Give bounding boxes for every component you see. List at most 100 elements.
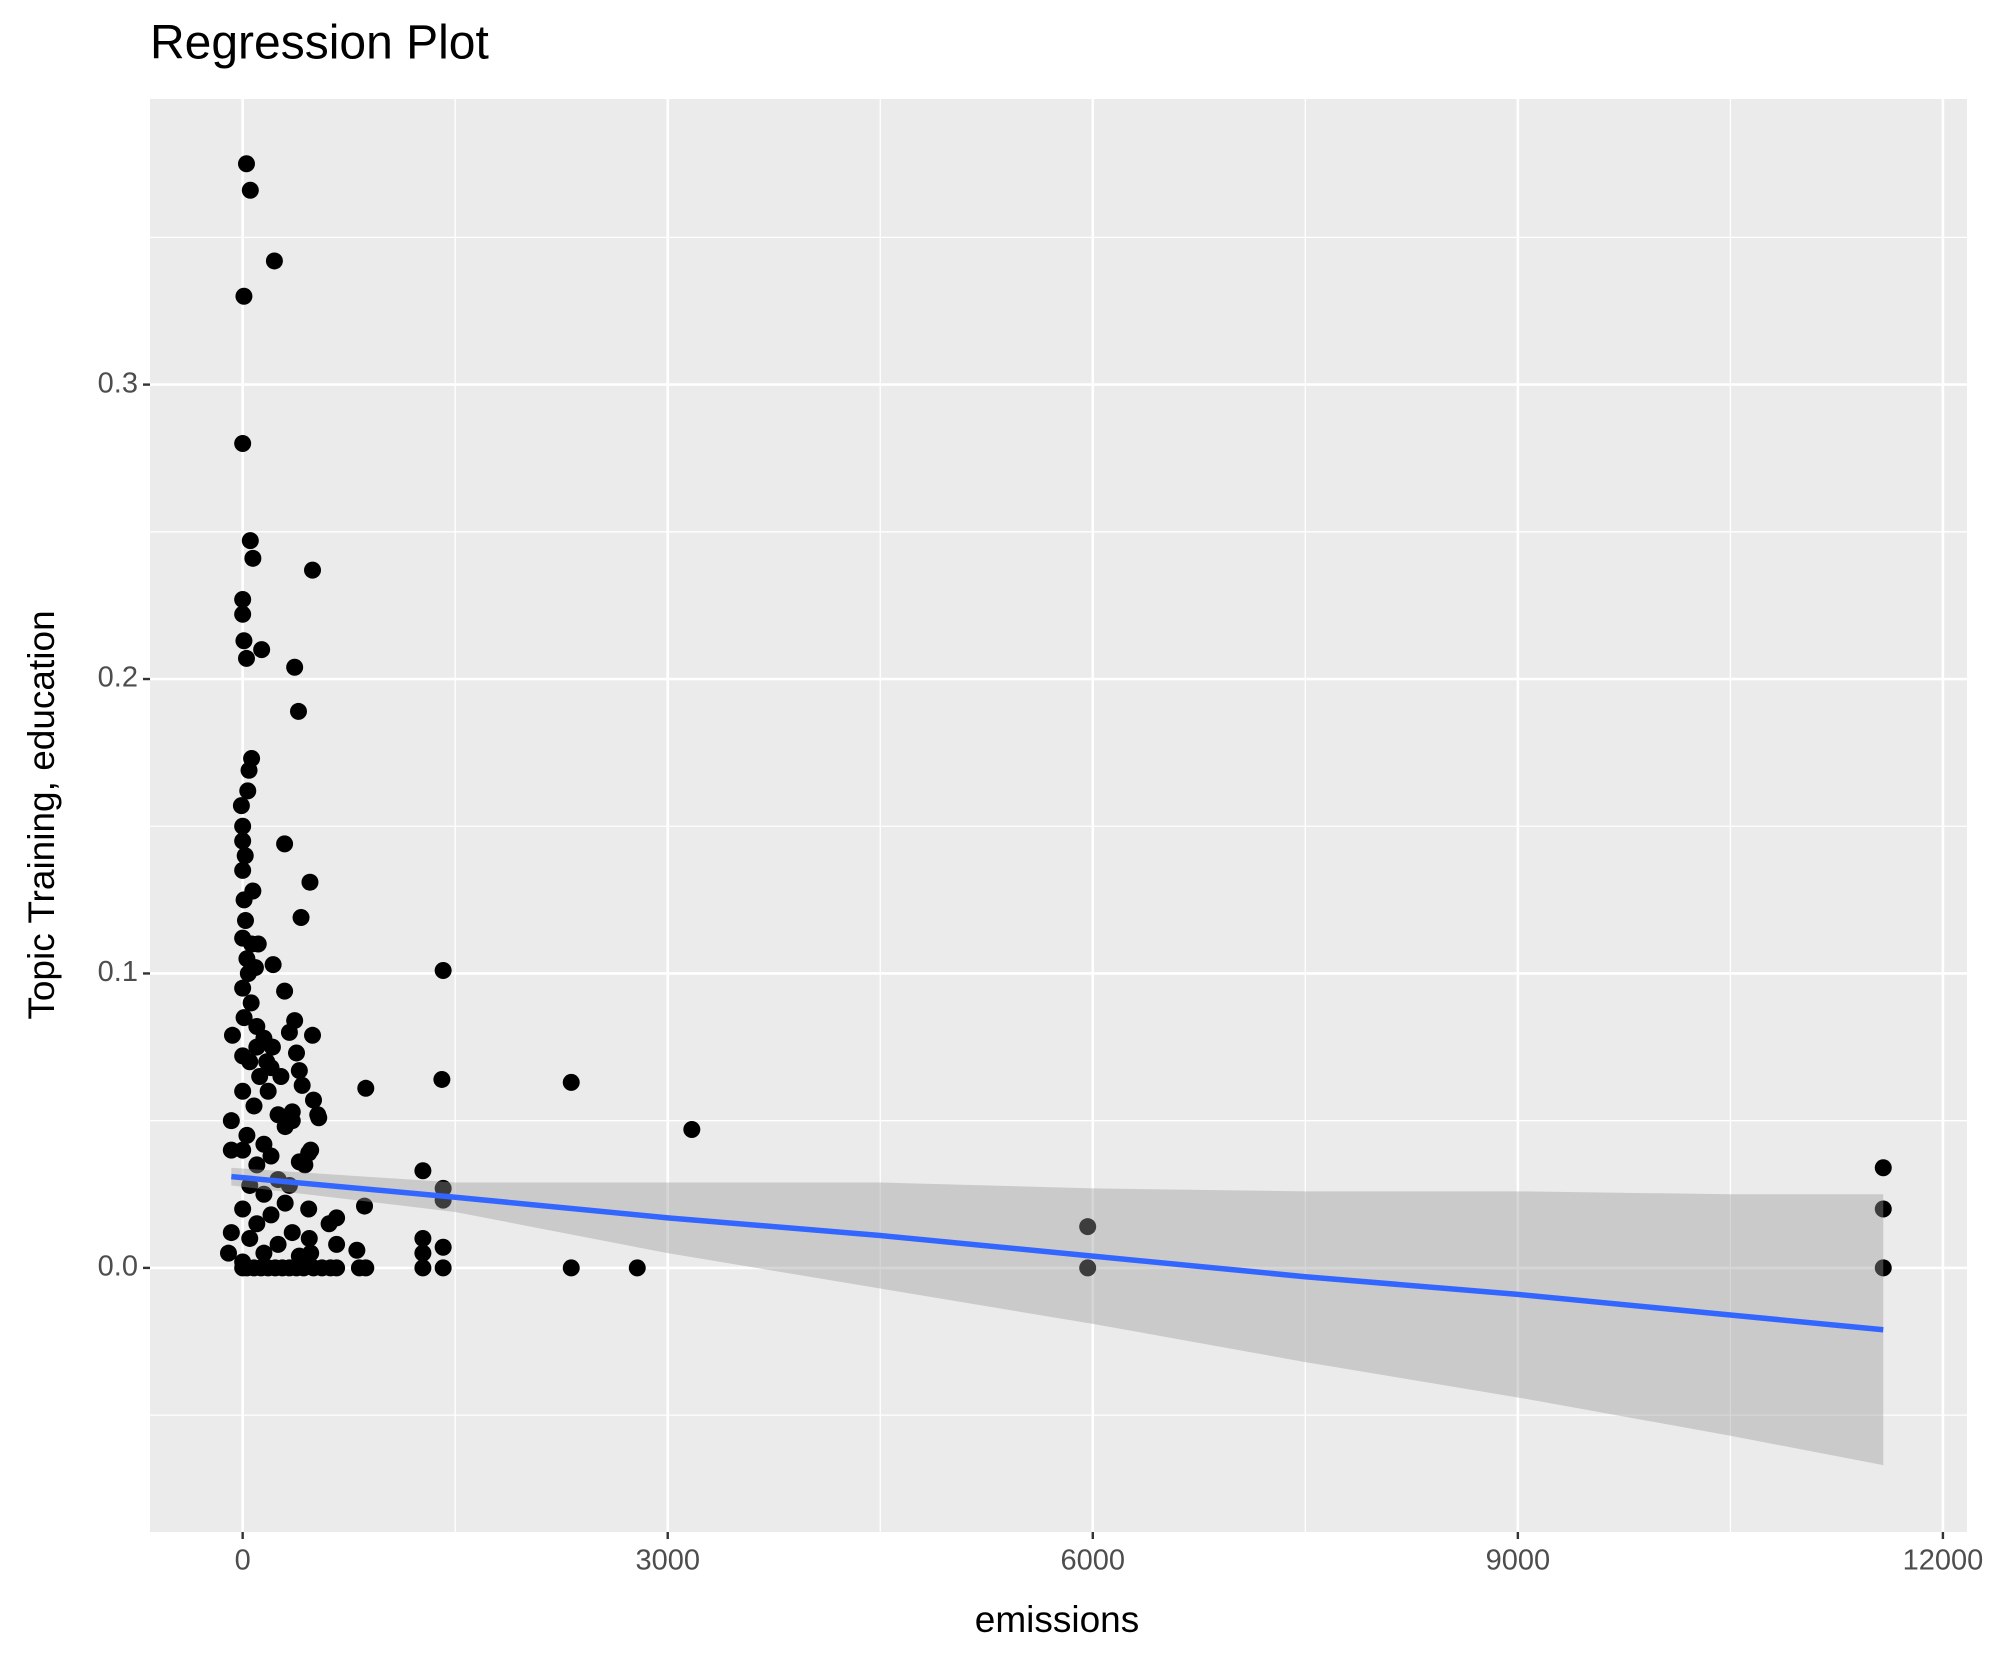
- point: [234, 929, 252, 947]
- point: [305, 1091, 323, 1109]
- point: [357, 1079, 375, 1097]
- point: [350, 1259, 368, 1277]
- point: [235, 891, 253, 909]
- point: [269, 1235, 287, 1253]
- point: [283, 1224, 301, 1242]
- point: [264, 956, 282, 974]
- point: [322, 1259, 340, 1277]
- point: [288, 1044, 306, 1062]
- point: [309, 1106, 327, 1124]
- point: [223, 1026, 241, 1044]
- point: [434, 1259, 452, 1277]
- point: [414, 1259, 432, 1277]
- point: [348, 1241, 366, 1259]
- point: [241, 1053, 259, 1071]
- point: [356, 1197, 374, 1215]
- point: [293, 1076, 311, 1094]
- point: [235, 1009, 253, 1027]
- point: [251, 1068, 269, 1086]
- point: [236, 847, 254, 865]
- point: [232, 797, 250, 815]
- point: [241, 181, 259, 199]
- point: [219, 1244, 237, 1262]
- point: [300, 1229, 318, 1247]
- point: [562, 1073, 580, 1091]
- point: [222, 1141, 240, 1159]
- point: [434, 962, 452, 980]
- point: [272, 1068, 290, 1086]
- point: [234, 832, 252, 850]
- point: [234, 591, 252, 609]
- y-axis-title: Topic Training, education: [21, 610, 62, 1019]
- point: [434, 1238, 452, 1256]
- plot-panel: [150, 99, 1967, 1532]
- point: [1874, 1200, 1892, 1218]
- point: [234, 861, 252, 879]
- x-tick-label: 12000: [1903, 1545, 1984, 1577]
- point: [234, 817, 252, 835]
- point: [683, 1121, 701, 1139]
- point: [262, 1147, 280, 1165]
- point: [1874, 1259, 1892, 1277]
- point: [259, 1082, 277, 1100]
- point: [237, 649, 255, 667]
- point: [328, 1235, 346, 1253]
- point: [237, 155, 255, 173]
- x-tick-label: 3000: [635, 1545, 700, 1577]
- point: [222, 1112, 240, 1130]
- point: [234, 979, 252, 997]
- point: [1079, 1259, 1097, 1277]
- point: [245, 1097, 263, 1115]
- point: [1874, 1159, 1892, 1177]
- regression-line: [231, 1173, 1884, 1333]
- point: [289, 702, 307, 720]
- point: [248, 1156, 266, 1174]
- point: [414, 1162, 432, 1180]
- point: [234, 434, 252, 452]
- point: [262, 1206, 280, 1224]
- point: [301, 873, 319, 891]
- point: [235, 287, 253, 305]
- y-tick-label: 0.0: [98, 1251, 138, 1283]
- point: [244, 549, 262, 567]
- point: [290, 1062, 308, 1080]
- point: [320, 1215, 338, 1233]
- point: [235, 632, 253, 650]
- point: [248, 1215, 266, 1233]
- y-tick-label: 0.1: [98, 956, 138, 988]
- point: [304, 561, 322, 579]
- point: [265, 252, 283, 270]
- point: [276, 835, 294, 853]
- point: [246, 959, 264, 977]
- x-tick-label: 6000: [1061, 1545, 1126, 1577]
- point: [239, 782, 257, 800]
- point: [234, 1259, 252, 1277]
- point: [236, 911, 254, 929]
- point: [255, 1185, 273, 1203]
- confidence-band: [231, 1167, 1884, 1466]
- point: [234, 1200, 252, 1218]
- point: [242, 994, 260, 1012]
- point: [302, 1244, 320, 1262]
- chart-title: Regression Plot: [150, 17, 489, 70]
- point: [255, 1244, 273, 1262]
- point: [434, 1179, 452, 1197]
- point: [263, 1038, 281, 1056]
- point: [222, 1224, 240, 1242]
- point: [290, 1153, 308, 1171]
- y-tick-label: 0.3: [98, 367, 138, 399]
- point: [280, 1023, 298, 1041]
- point: [433, 1070, 451, 1088]
- point: [234, 605, 252, 623]
- point: [238, 1126, 256, 1144]
- point: [292, 909, 310, 927]
- x-tick-label: 0: [235, 1545, 251, 1577]
- point: [304, 1026, 322, 1044]
- point: [253, 641, 271, 659]
- x-axis-title: emissions: [975, 1599, 1140, 1640]
- x-tick-label: 9000: [1486, 1545, 1551, 1577]
- point: [241, 1229, 259, 1247]
- point: [562, 1259, 580, 1277]
- point: [283, 1112, 301, 1130]
